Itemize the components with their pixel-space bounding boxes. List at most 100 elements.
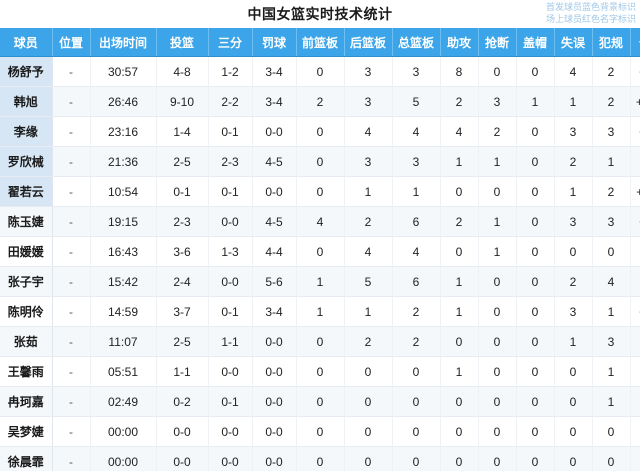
- column-header-12[interactable]: 失误: [554, 28, 593, 57]
- player-name[interactable]: 王馨雨: [0, 356, 53, 387]
- stat-cell: 1: [554, 326, 593, 357]
- stat-cell: 0-0: [252, 116, 297, 147]
- stat-cell: 1: [344, 176, 393, 207]
- column-header-2[interactable]: 出场时间: [90, 28, 157, 57]
- stat-cell: 0: [592, 236, 631, 267]
- stat-cell: 0: [516, 326, 555, 357]
- column-header-10[interactable]: 抢断: [478, 28, 517, 57]
- stat-cell: 3-4: [252, 86, 297, 117]
- stat-cell: 3: [554, 206, 593, 237]
- stat-cell: +5: [630, 206, 640, 237]
- stat-cell: 1: [478, 146, 517, 177]
- column-header-4[interactable]: 三分: [208, 28, 253, 57]
- column-header-0[interactable]: 球员: [0, 28, 53, 57]
- stat-cell: 0: [516, 146, 555, 177]
- column-header-8[interactable]: 总篮板: [392, 28, 441, 57]
- column-header-11[interactable]: 盖帽: [516, 28, 555, 57]
- player-name[interactable]: 冉珂嘉: [0, 386, 53, 417]
- stat-cell: 16:43: [90, 236, 157, 267]
- stat-cell: 0: [478, 176, 517, 207]
- player-name[interactable]: 田媛媛: [0, 236, 53, 267]
- stat-cell: 0: [478, 56, 517, 87]
- stat-cell: 0: [440, 446, 479, 471]
- player-name[interactable]: 陈玉婕: [0, 206, 53, 237]
- stat-cell: 02:49: [90, 386, 157, 417]
- stat-cell: 0-1: [208, 296, 253, 327]
- stat-cell: 0: [440, 176, 479, 207]
- column-header-13[interactable]: 犯规: [592, 28, 631, 57]
- stat-cell: 4-8: [156, 56, 209, 87]
- column-header-5[interactable]: 罚球: [252, 28, 297, 57]
- stat-cell: 0: [440, 236, 479, 267]
- stat-cell: 0: [440, 416, 479, 447]
- column-header-9[interactable]: 助攻: [440, 28, 479, 57]
- stat-cell: -2: [630, 236, 640, 267]
- stat-cell: 0-0: [252, 386, 297, 417]
- stat-cell: 2: [592, 176, 631, 207]
- stat-cell: 0: [554, 446, 593, 471]
- column-header-3[interactable]: 投篮: [156, 28, 209, 57]
- stat-cell: -2: [630, 326, 640, 357]
- column-header-14[interactable]: +/-: [630, 28, 640, 57]
- stat-cell: 0: [516, 416, 555, 447]
- stat-cell: 0: [296, 116, 345, 147]
- player-name[interactable]: 韩旭: [0, 86, 53, 117]
- player-name[interactable]: 罗欣械: [0, 146, 53, 177]
- table-row[interactable]: 徐晨霏-00:000-00-00-00000000000: [0, 446, 640, 471]
- player-name[interactable]: 李缘: [0, 116, 53, 147]
- stat-cell: 4-4: [252, 236, 297, 267]
- stat-cell: 4: [392, 236, 441, 267]
- stat-cell: 2-3: [156, 206, 209, 237]
- table-row[interactable]: 吴梦婕-00:000-00-00-00000000000: [0, 416, 640, 447]
- stat-cell: 0: [392, 416, 441, 447]
- stat-cell: +2: [630, 56, 640, 87]
- player-position: -: [52, 116, 91, 147]
- column-header-6[interactable]: 前篮板: [296, 28, 345, 57]
- stat-cell: 0-0: [156, 416, 209, 447]
- stat-cell: 0: [516, 386, 555, 417]
- stat-cell: 0-0: [252, 326, 297, 357]
- stat-cell: 2: [392, 326, 441, 357]
- player-name[interactable]: 徐晨霏: [0, 446, 53, 471]
- stat-cell: 1: [440, 356, 479, 387]
- stat-cell: 4: [344, 236, 393, 267]
- stat-cell: 1-1: [156, 356, 209, 387]
- page-header: 中国女篮实时技术统计 首发球员蓝色背景标识 场上球员红色名字标识: [0, 0, 640, 29]
- column-header-1[interactable]: 位置: [52, 28, 91, 57]
- stat-cell: 1: [592, 146, 631, 177]
- stat-cell: 3: [392, 56, 441, 87]
- stat-cell: 2: [440, 86, 479, 117]
- stat-cell: 1: [344, 296, 393, 327]
- player-name[interactable]: 张茹: [0, 326, 53, 357]
- stat-cell: 0: [516, 206, 555, 237]
- stat-cell: 26:46: [90, 86, 157, 117]
- stat-cell: 0: [516, 296, 555, 327]
- player-position: -: [52, 236, 91, 267]
- column-header-7[interactable]: 后篮板: [344, 28, 393, 57]
- player-name[interactable]: 吴梦婕: [0, 416, 53, 447]
- stat-cell: 0-1: [156, 176, 209, 207]
- player-position: -: [52, 416, 91, 447]
- stat-cell: 0-0: [252, 446, 297, 471]
- stat-cell: 0: [392, 356, 441, 387]
- player-name[interactable]: 翟若云: [0, 176, 53, 207]
- stat-cell: 0: [516, 236, 555, 267]
- player-name[interactable]: 张子宇: [0, 266, 53, 297]
- player-name[interactable]: 陈明伶: [0, 296, 53, 327]
- player-name[interactable]: 杨舒予: [0, 56, 53, 87]
- stat-cell: -5: [630, 146, 640, 177]
- stat-cell: 0: [296, 56, 345, 87]
